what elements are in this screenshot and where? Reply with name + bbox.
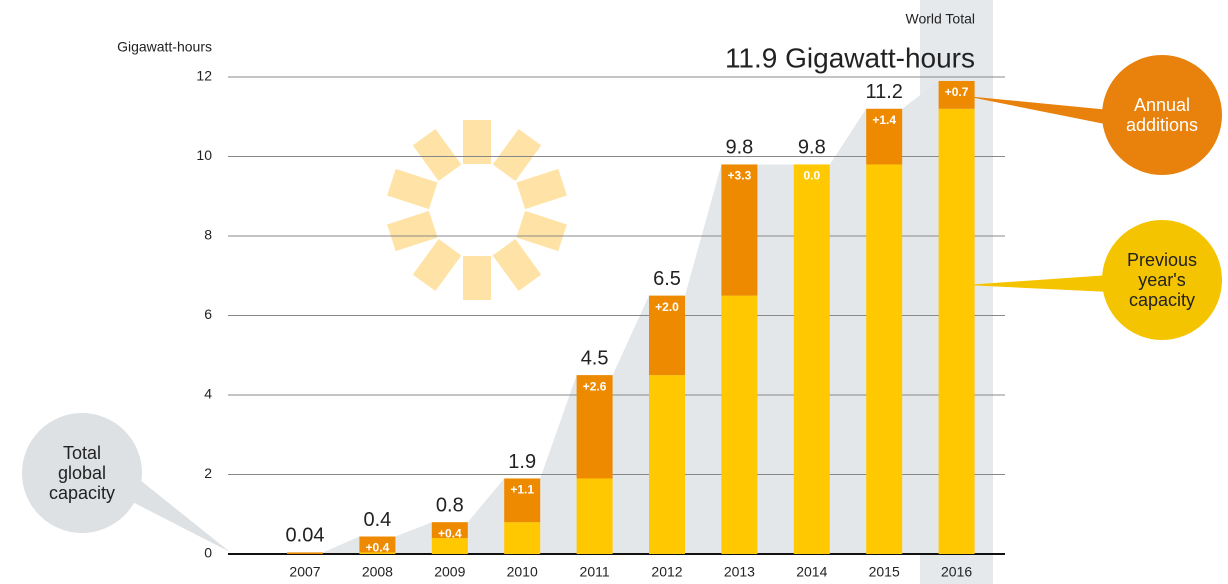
chart-title: World Total bbox=[905, 11, 975, 27]
callout-circle bbox=[22, 413, 142, 533]
y-tick-label: 6 bbox=[204, 306, 212, 322]
legend-entry: Previous year's capacity bbox=[1126, 250, 1198, 310]
bar-segment bbox=[866, 108, 903, 165]
sun-ray bbox=[387, 168, 438, 210]
x-tick-label: 2014 bbox=[796, 564, 827, 580]
bar-segment bbox=[938, 80, 975, 109]
x-tick-label: 2007 bbox=[289, 564, 320, 580]
x-tick-label: 2012 bbox=[651, 564, 682, 580]
sun-icon bbox=[387, 120, 567, 300]
bar-segment bbox=[504, 522, 541, 554]
value-label: +0.4 bbox=[366, 541, 390, 555]
x-tick-label: 2010 bbox=[507, 564, 538, 580]
sun-ray bbox=[412, 128, 462, 182]
bar-segment bbox=[866, 164, 903, 554]
total-label: 4.5 bbox=[581, 347, 609, 369]
x-tick-label: 2015 bbox=[869, 564, 900, 580]
sun-ray bbox=[516, 168, 567, 210]
x-tick-label: 2008 bbox=[362, 564, 393, 580]
bar-segment bbox=[576, 375, 613, 479]
callout-pointer bbox=[965, 275, 1110, 292]
y-tick-label: 2 bbox=[204, 465, 212, 481]
value-label: +0.7 bbox=[945, 85, 969, 99]
sun-ray bbox=[492, 238, 542, 292]
total-label: 9.8 bbox=[725, 137, 753, 159]
value-label: +3.3 bbox=[728, 169, 752, 183]
bar-segment bbox=[359, 552, 396, 554]
value-label: +1.1 bbox=[510, 483, 534, 497]
value-label: +1.4 bbox=[872, 113, 896, 127]
sun-ray bbox=[463, 120, 491, 164]
total-label: 0.4 bbox=[363, 509, 391, 531]
bar-segment bbox=[576, 478, 613, 554]
sun-ray bbox=[412, 238, 462, 292]
value-label: 0.0 bbox=[803, 169, 820, 183]
total-label: 9.8 bbox=[798, 137, 826, 159]
y-tick-label: 8 bbox=[204, 227, 212, 243]
total-label: 0.8 bbox=[436, 494, 464, 516]
total-label: 0.04 bbox=[286, 525, 325, 547]
y-tick-label: 10 bbox=[196, 147, 212, 163]
sun-ray bbox=[516, 210, 567, 252]
bar-segment bbox=[649, 375, 685, 554]
y-axis-label: Gigawatt-hours bbox=[117, 39, 212, 55]
bar-segment bbox=[431, 522, 468, 539]
bar-segment bbox=[649, 295, 685, 376]
total-label: 11.2 bbox=[865, 81, 902, 103]
headline: 11.9 Gigawatt-hours bbox=[725, 42, 975, 73]
bar-segment bbox=[287, 552, 323, 554]
callout-circle bbox=[1102, 55, 1222, 175]
y-tick-label: 12 bbox=[196, 68, 212, 84]
x-tick-label: 2009 bbox=[434, 564, 465, 580]
sun-ray bbox=[492, 128, 542, 182]
bar-segment bbox=[359, 536, 396, 553]
y-tick-label: 0 bbox=[204, 545, 212, 561]
legend-entry: Annual additions bbox=[1125, 95, 1199, 135]
bar-segment bbox=[793, 164, 830, 554]
total-label: 6.5 bbox=[653, 268, 681, 290]
bar-segment bbox=[938, 108, 975, 555]
total-label: 1.9 bbox=[508, 451, 536, 473]
x-tick-label: 2011 bbox=[580, 564, 610, 580]
callout-pointer bbox=[965, 96, 1110, 125]
sun-ray bbox=[463, 256, 491, 300]
sun-ray bbox=[387, 210, 438, 252]
value-label: +0.4 bbox=[438, 526, 462, 540]
annotation: Total global capacity bbox=[48, 443, 116, 503]
bar-segment bbox=[721, 295, 758, 554]
bar-segment bbox=[504, 478, 541, 523]
bar-segment bbox=[431, 538, 468, 554]
x-tick-label: 2013 bbox=[724, 564, 755, 580]
y-tick-label: 4 bbox=[204, 386, 212, 402]
bar-segment bbox=[721, 164, 758, 296]
value-label: +2.0 bbox=[655, 300, 679, 314]
callout-circle bbox=[1102, 220, 1222, 340]
x-tick-label: 2016 bbox=[941, 564, 972, 580]
value-label: +2.6 bbox=[583, 379, 607, 393]
